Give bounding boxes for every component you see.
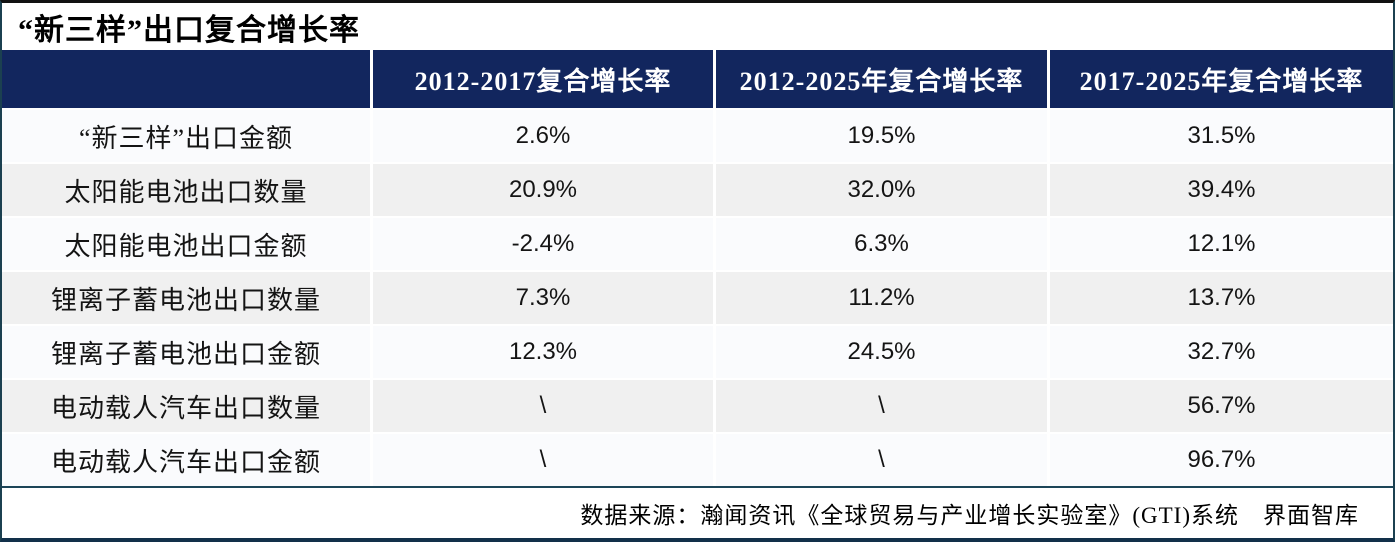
cell-value: 6.3% <box>713 216 1047 270</box>
row-label: 锂离子蓄电池出口金额 <box>2 324 370 378</box>
footer-bar: 数据来源：瀚闻资讯《全球贸易与产业增长实验室》(GTI)系统 界面智库 <box>2 486 1393 538</box>
table-row: 锂离子蓄电池出口金额 12.3% 24.5% 32.7% <box>2 324 1393 378</box>
table-body: “新三样”出口金额 2.6% 19.5% 31.5% 太阳能电池出口数量 20.… <box>2 108 1393 486</box>
growth-rate-table: 2012-2017复合增长率 2012-2025年复合增长率 2017-2025… <box>2 50 1393 486</box>
cell-value: \ <box>370 432 713 486</box>
cell-value: 24.5% <box>713 324 1047 378</box>
row-label: “新三样”出口金额 <box>2 108 370 162</box>
cell-value: 39.4% <box>1047 162 1393 216</box>
header-cell-2012-2017: 2012-2017复合增长率 <box>370 50 713 108</box>
table-header-row: 2012-2017复合增长率 2012-2025年复合增长率 2017-2025… <box>2 50 1393 108</box>
row-label: 电动载人汽车出口数量 <box>2 378 370 432</box>
cell-value: 13.7% <box>1047 270 1393 324</box>
header-cell-blank <box>2 50 370 108</box>
cell-value: \ <box>370 378 713 432</box>
table-row: 太阳能电池出口金额 -2.4% 6.3% 12.1% <box>2 216 1393 270</box>
cell-value: 12.3% <box>370 324 713 378</box>
cell-value: 19.5% <box>713 108 1047 162</box>
table-row: 电动载人汽车出口金额 \ \ 96.7% <box>2 432 1393 486</box>
cell-value: 96.7% <box>1047 432 1393 486</box>
cell-value: 12.1% <box>1047 216 1393 270</box>
cell-value: 31.5% <box>1047 108 1393 162</box>
row-label: 锂离子蓄电池出口数量 <box>2 270 370 324</box>
cell-value: 20.9% <box>370 162 713 216</box>
cell-value: \ <box>713 432 1047 486</box>
table-row: 太阳能电池出口数量 20.9% 32.0% 39.4% <box>2 162 1393 216</box>
cell-value: 32.0% <box>713 162 1047 216</box>
header-cell-2017-2025: 2017-2025年复合增长率 <box>1047 50 1393 108</box>
row-label: 太阳能电池出口数量 <box>2 162 370 216</box>
cell-value: -2.4% <box>370 216 713 270</box>
cell-value: 32.7% <box>1047 324 1393 378</box>
data-source-text: 数据来源：瀚闻资讯《全球贸易与产业增长实验室》(GTI)系统 界面智库 <box>580 503 1359 528</box>
figure-title: “新三样”出口复合增长率 <box>18 13 360 47</box>
table-row: 电动载人汽车出口数量 \ \ 56.7% <box>2 378 1393 432</box>
row-label: 太阳能电池出口金额 <box>2 216 370 270</box>
cell-value: \ <box>713 378 1047 432</box>
cell-value: 7.3% <box>370 270 713 324</box>
header-cell-2012-2025: 2012-2025年复合增长率 <box>713 50 1047 108</box>
row-label: 电动载人汽车出口金额 <box>2 432 370 486</box>
table-row: “新三样”出口金额 2.6% 19.5% 31.5% <box>2 108 1393 162</box>
cell-value: 56.7% <box>1047 378 1393 432</box>
table-row: 锂离子蓄电池出口数量 7.3% 11.2% 13.7% <box>2 270 1393 324</box>
figure-title-bar: “新三样”出口复合增长率 <box>2 3 1393 50</box>
cell-value: 11.2% <box>713 270 1047 324</box>
cell-value: 2.6% <box>370 108 713 162</box>
